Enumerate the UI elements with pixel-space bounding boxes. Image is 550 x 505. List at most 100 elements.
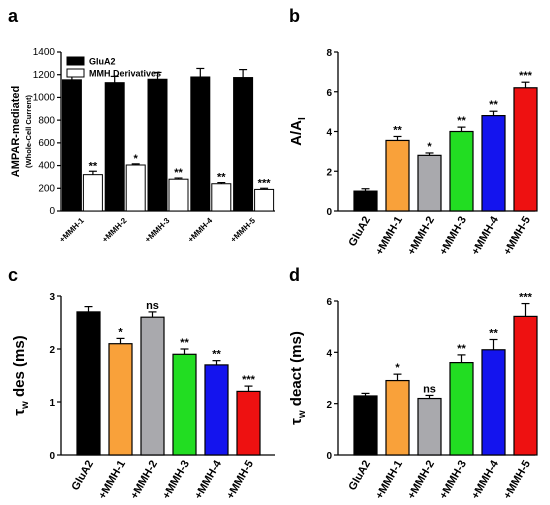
panel-a-legend-swatch [66, 56, 85, 66]
panel-b-xtick-label: +MMH-4 [469, 214, 501, 258]
panel-d-ylabel: τw deact (ms) [288, 331, 308, 425]
panel-a-bar-glua2-2 [104, 82, 125, 212]
panel-a-bar-glua2-1 [61, 79, 82, 212]
panel-d-significance: ** [457, 343, 466, 355]
panel-d-label: d [289, 265, 300, 285]
panel-b-significance: *** [519, 70, 533, 82]
panel-b-ytick-label: 8 [326, 48, 332, 59]
panel-c-bar-5 [204, 364, 229, 456]
panel-c-bar-4 [172, 353, 197, 456]
panel-a-bar-glua2-4 [190, 76, 211, 212]
panel-a-xtick-label: +MMH-1 [58, 216, 87, 245]
panel-a-legend-label: MMH Derivatives [89, 69, 161, 79]
panel-b-xtick-label: +MMH-2 [405, 215, 437, 258]
panel-c-significance: * [118, 326, 123, 338]
panel-b-bar-2 [385, 139, 410, 212]
panel-a-xtick-label: +MMH-2 [100, 216, 129, 245]
panel-c-xtick-label: GluA2 [70, 459, 97, 493]
panel-a-significance: *** [258, 177, 272, 189]
panel-a-ytick-label: 0 [49, 206, 55, 217]
panel-d-ytick-label: 4 [326, 349, 332, 360]
panel-a-ytick-label: 400 [38, 161, 55, 172]
panel-c-xtick-label: +MMH-2 [128, 459, 160, 502]
panel-c-significance: ** [212, 349, 221, 361]
panel-a-bar-mmh-3 [168, 178, 189, 212]
panel-b-ytick-label: 6 [326, 88, 332, 99]
panel-b-xtick-label: GluA2 [347, 215, 374, 249]
panel-d-significance: * [395, 362, 400, 374]
panel-a-xtick-label: +MMH-4 [186, 216, 215, 245]
panel-b-significance: * [427, 141, 432, 153]
panel-c-significance: ns [146, 300, 159, 312]
panel-d-ytick-label: 2 [326, 400, 332, 411]
panel-d-xtick-label: +MMH-5 [501, 459, 533, 502]
panel-b-ytick-label: 0 [326, 207, 332, 218]
panel-b-label: b [289, 6, 300, 26]
panel-b-xtick-label: +MMH-1 [373, 215, 405, 258]
panel-a-ytick-label: 1400 [33, 47, 56, 58]
panel-d-bar-4 [449, 362, 474, 456]
panel-c-significance: ** [180, 337, 189, 349]
panel-c-ytick-label: 0 [49, 451, 55, 462]
panel-c-bar-2 [108, 343, 133, 456]
panel-d-ytick-label: 0 [326, 451, 332, 462]
panel-c-xtick-label: +MMH-4 [192, 458, 224, 502]
panel-a-xtick-label: +MMH-5 [229, 216, 258, 245]
panel-d-bar-6 [513, 315, 538, 456]
panel-d-ytick-label: 6 [326, 297, 332, 308]
panel-b-bar-4 [449, 130, 474, 212]
panel-a-ytick-label: 600 [38, 138, 55, 149]
panel-d-bar-1 [353, 395, 378, 456]
panel-a-ytick-label: 800 [38, 115, 55, 126]
panel-d-xtick-label: GluA2 [347, 459, 374, 493]
panel-b-bar-6 [513, 87, 538, 212]
panel-c-ytick-label: 3 [49, 292, 55, 303]
panel-a-bar-mmh-1 [82, 174, 103, 212]
panel-b-ytick-label: 4 [326, 128, 332, 139]
panel-c-xtick-label: +MMH-1 [96, 459, 128, 502]
panel-a-ylabel: AMPAR-mediated [10, 86, 22, 177]
panel-a-ytick-label: 200 [38, 183, 55, 194]
panel-a-ylabel-sub: (Whole-Cell Current) [24, 95, 33, 168]
panel-a-significance: ** [217, 172, 226, 184]
panel-d-bar-5 [481, 349, 506, 456]
panel-c-bar-3 [140, 316, 165, 456]
panel-c-xtick-label: +MMH-5 [224, 459, 256, 502]
panel-d-significance: ** [489, 328, 498, 340]
panel-c-xtick-label: +MMH-3 [160, 459, 192, 502]
panel-b-significance: ** [457, 115, 466, 127]
panel-d-bar-3 [417, 397, 442, 456]
panel-a-legend-swatch [66, 68, 85, 78]
panel-d-xtick-label: +MMH-2 [405, 459, 437, 502]
panel-d-xtick-label: +MMH-4 [469, 458, 501, 502]
panel-b-xtick-label: +MMH-5 [501, 215, 533, 258]
panel-a-bar-glua2-5 [233, 77, 254, 212]
panel-a-ytick-label: 1200 [33, 70, 56, 81]
panel-b-bar-5 [481, 114, 506, 212]
panel-b-xtick-label: +MMH-3 [437, 215, 469, 258]
panel-a-significance: ** [174, 167, 183, 179]
panel-b-significance: ** [393, 124, 402, 136]
panel-b-bar-1 [353, 190, 378, 212]
panel-d-xtick-label: +MMH-3 [437, 459, 469, 502]
panel-a-significance: ** [89, 160, 98, 172]
panel-c-ytick-label: 1 [49, 398, 55, 409]
panel-d-significance: *** [519, 292, 533, 304]
panel-c-bar-6 [236, 390, 261, 456]
panel-a-ytick-label: 1000 [33, 93, 56, 104]
panel-a-label: a [8, 6, 19, 26]
panel-c-label: c [8, 265, 18, 285]
panel-b-significance: ** [489, 99, 498, 111]
panel-b-bar-3 [417, 154, 442, 212]
panel-a-bar-glua2-3 [147, 78, 168, 212]
panel-a-bar-mmh-5 [254, 188, 275, 212]
panel-c-ytick-label: 2 [49, 345, 55, 356]
panel-c-significance: *** [242, 374, 256, 386]
panel-c-ylabel: τw des (ms) [11, 335, 31, 415]
panel-c-bar-1 [76, 311, 101, 456]
panel-b-ylabel: A/AI [288, 117, 308, 146]
panel-a-bar-mmh-4 [211, 183, 232, 212]
panel-a-bar-mmh-2 [125, 164, 146, 212]
panel-a-xtick-label: +MMH-3 [143, 216, 172, 245]
